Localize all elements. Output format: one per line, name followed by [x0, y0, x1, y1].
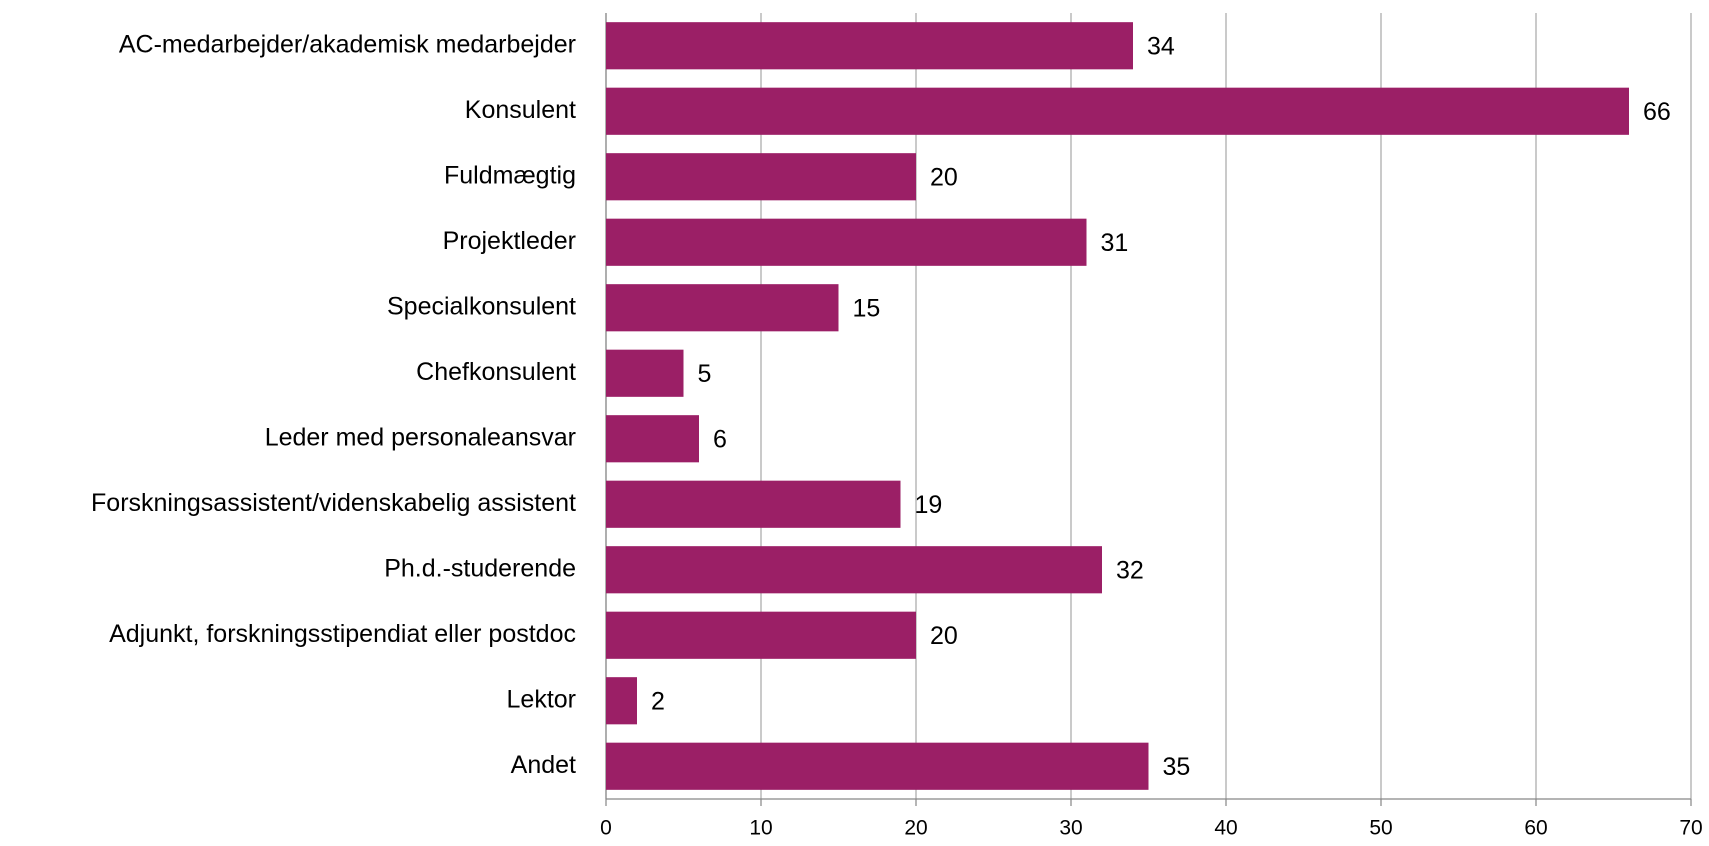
y-tick-label: Fuldmægtig — [444, 161, 576, 189]
bar — [606, 611, 916, 659]
data-label: 20 — [930, 622, 958, 650]
data-label: 5 — [698, 360, 712, 388]
bar — [606, 677, 637, 725]
y-tick-label: AC-medarbejder/akademisk medarbejder — [119, 30, 576, 58]
x-tick-label: 20 — [904, 817, 927, 840]
data-label: 6 — [713, 425, 727, 453]
x-tick-label: 30 — [1059, 817, 1082, 840]
y-tick-label: Leder med personaleansvar — [265, 423, 576, 451]
data-label: 15 — [853, 294, 881, 322]
bar — [606, 480, 901, 528]
x-tick-label: 70 — [1679, 817, 1702, 840]
x-tick-label: 60 — [1524, 817, 1547, 840]
bar — [606, 349, 684, 397]
bar — [606, 742, 1149, 790]
data-label: 19 — [915, 491, 943, 519]
y-tick-label: Specialkonsulent — [387, 292, 576, 320]
y-tick-label: Lektor — [507, 685, 576, 713]
y-tick-label: Andet — [511, 751, 576, 779]
y-tick-label: Forskningsassistent/videnskabelig assist… — [91, 489, 576, 517]
data-label: 66 — [1643, 98, 1671, 126]
y-tick-label: Konsulent — [465, 96, 576, 124]
x-tick-label: 50 — [1369, 817, 1392, 840]
x-tick-label: 10 — [749, 817, 772, 840]
bar — [606, 87, 1629, 135]
bar — [606, 153, 916, 201]
bar — [606, 22, 1133, 70]
data-label: 2 — [651, 687, 665, 715]
bar — [606, 546, 1102, 594]
y-tick-label: Projektleder — [443, 227, 576, 255]
y-tick-label: Ph.d.-studerende — [384, 554, 576, 582]
data-label: 31 — [1101, 229, 1129, 257]
y-tick-label: Adjunkt, forskningsstipendiat eller post… — [109, 620, 576, 648]
x-tick-label: 0 — [600, 817, 612, 840]
data-label: 20 — [930, 163, 958, 191]
data-label: 35 — [1163, 753, 1191, 781]
bar — [606, 415, 699, 463]
data-label: 34 — [1147, 32, 1175, 60]
data-label: 32 — [1116, 556, 1144, 584]
x-tick-label: 40 — [1214, 817, 1237, 840]
bar — [606, 284, 839, 332]
y-tick-label: Chefkonsulent — [416, 358, 576, 386]
bar — [606, 218, 1087, 266]
